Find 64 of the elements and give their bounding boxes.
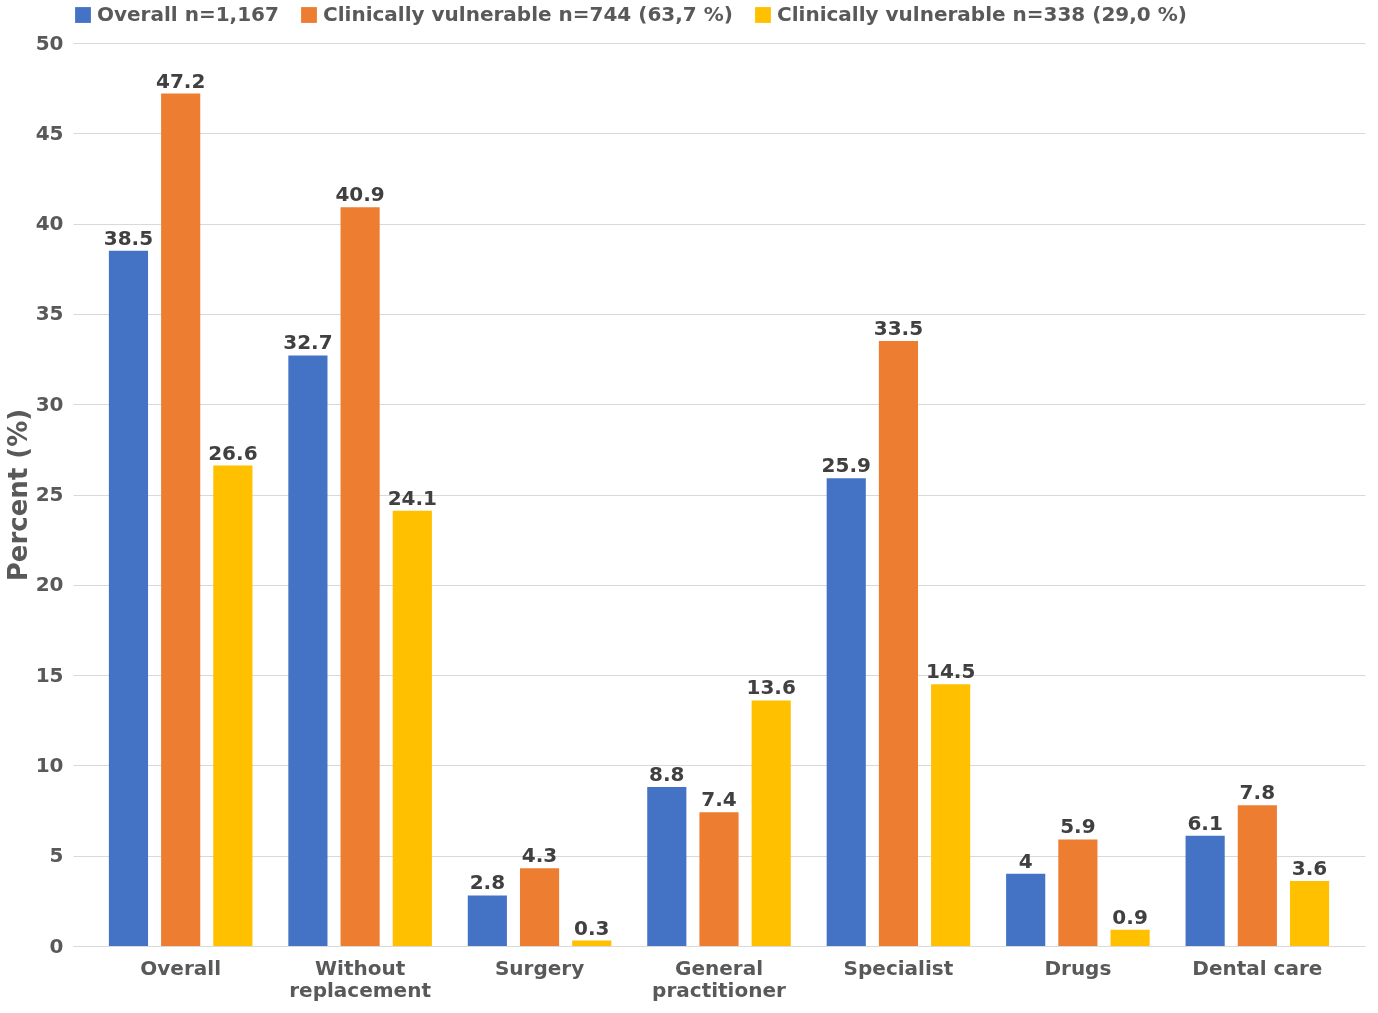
data-label: 8.8: [649, 762, 685, 787]
data-label: 26.6: [208, 440, 258, 465]
data-label: 13.6: [746, 675, 796, 700]
data-label: 4.3: [521, 843, 558, 868]
x-tick-label: Surgery: [494, 955, 585, 980]
bar: [878, 340, 919, 946]
legend-label: Clinically vulnerable n=744 (63,7 %): [323, 2, 733, 26]
legend-label: Clinically vulnerable n=338 (29,0 %): [777, 2, 1187, 26]
x-tick-label: Dental care: [1192, 955, 1323, 980]
bar: [213, 465, 253, 946]
data-label: 0.3: [574, 915, 610, 940]
y-tick-label: 50: [35, 30, 64, 55]
bar: [467, 895, 507, 946]
y-tick-label: 25: [35, 482, 64, 506]
data-label: 40.9: [335, 182, 385, 207]
bar: [108, 250, 149, 946]
bar: [647, 787, 687, 946]
data-label: 7.8: [1239, 780, 1276, 805]
data-label: 33.5: [873, 315, 924, 340]
y-axis-title: Percent (%): [2, 408, 33, 582]
data-label: 2.8: [469, 870, 506, 895]
y-tick-label: 35: [35, 301, 64, 326]
x-tick-label: General practitioner: [652, 955, 787, 1002]
bar: [1237, 805, 1277, 946]
y-tick-label: 15: [35, 662, 64, 687]
bar: [288, 355, 328, 946]
x-tick-label: Specialist: [843, 955, 954, 980]
bar: [1289, 880, 1330, 946]
bar: [751, 700, 791, 946]
legend-label: Overall n=1,167: [97, 2, 279, 26]
y-tick-label: 20: [35, 572, 64, 597]
data-label: 3.6: [1291, 855, 1328, 880]
y-tick-label: 0: [49, 933, 64, 958]
y-tick-label: 30: [35, 391, 64, 416]
data-label: 7.4: [701, 787, 737, 812]
bar: [519, 868, 560, 946]
bar: [931, 684, 971, 946]
bar: [572, 940, 612, 946]
bar: [1058, 839, 1098, 946]
bar: [826, 478, 866, 946]
data-label: 47.2: [155, 68, 206, 93]
bar: [392, 510, 432, 946]
bar: [699, 812, 739, 946]
data-label: 4: [1018, 848, 1033, 873]
data-label: 25.9: [821, 453, 871, 478]
data-label: 5.9: [1060, 814, 1096, 839]
bar: [340, 207, 380, 946]
y-tick-label: 5: [49, 843, 64, 868]
y-tick-label: 10: [35, 752, 64, 777]
y-tick-label: 40: [35, 211, 64, 236]
data-label: 38.5: [103, 225, 154, 250]
data-label: 14.5: [925, 659, 976, 684]
bar: [161, 93, 201, 946]
y-tick-label: 45: [35, 120, 64, 145]
x-tick-label: Overall: [140, 955, 222, 980]
x-tick-label: Drugs: [1044, 955, 1112, 980]
data-label: 6.1: [1187, 810, 1223, 835]
bar: [1110, 929, 1150, 946]
bar: [1006, 873, 1046, 946]
data-label: 24.1: [387, 485, 437, 510]
data-label: 0.9: [1112, 904, 1148, 929]
x-tick-label: Without replacement: [289, 955, 432, 1002]
data-label: 32.7: [283, 330, 333, 355]
bar: [1185, 835, 1225, 946]
